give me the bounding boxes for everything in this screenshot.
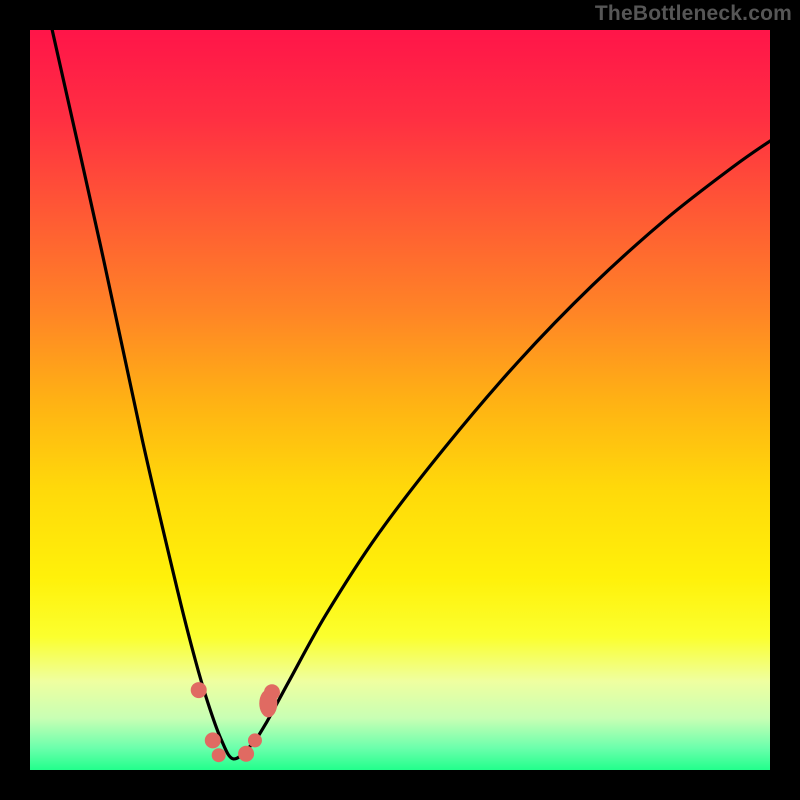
data-marker	[212, 748, 226, 762]
watermark-text: TheBottleneck.com	[595, 2, 792, 26]
curve-layer	[30, 30, 770, 770]
data-marker	[264, 684, 280, 700]
data-marker	[191, 682, 207, 698]
plot-area	[30, 30, 770, 770]
chart-stage: TheBottleneck.com	[0, 0, 800, 800]
data-marker	[238, 746, 254, 762]
data-marker	[205, 732, 221, 748]
data-marker	[248, 733, 262, 747]
bottleneck-curve	[52, 30, 770, 759]
